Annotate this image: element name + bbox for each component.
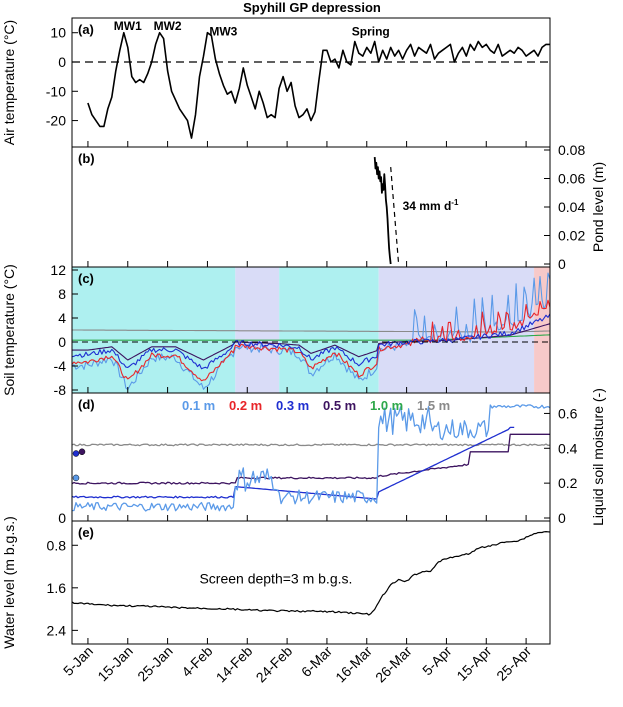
pond-level-line	[373, 157, 392, 265]
air-temperature-label: Air temperature (°C)	[1, 20, 17, 145]
panel-c-label: (c)	[78, 271, 94, 286]
x-tick-label: 15-Jan	[94, 643, 136, 685]
axes	[71, 17, 551, 645]
water-axis-tick-label: 2.4	[47, 622, 67, 638]
air-temp-axis-tick-label: -10	[46, 83, 66, 99]
shaded-period-1	[235, 267, 280, 393]
figure-title: Spyhill GP depression	[243, 0, 381, 15]
shaded-period-3	[378, 267, 535, 393]
pond-fit-line	[390, 167, 400, 265]
x-tick-label: 25-Apr	[493, 643, 534, 684]
annotation-mw1: MW1	[114, 19, 142, 33]
soil-temp-0-1-m	[71, 272, 551, 391]
soil-moisture-0-1-m	[71, 404, 551, 512]
moisture-axis-tick-label: 0.2	[558, 475, 578, 491]
soil-moisture-0-5-m	[71, 433, 550, 485]
legend-0-3-m: 0.3 m	[276, 398, 309, 413]
air-temp-axis-tick-label: -20	[46, 113, 66, 129]
pond-level-label: Pond level (m)	[590, 162, 606, 252]
pond-rate-annotation: 34 mm d-1	[403, 198, 459, 213]
air-temp-axis-tick-label: 10	[50, 25, 66, 41]
moisture-start-marker	[72, 450, 80, 457]
pond-axis-tick-label: 0	[558, 256, 566, 272]
screen-depth-annotation: Screen depth=3 m b.g.s.	[199, 571, 352, 587]
x-tick-label: 26-Mar	[372, 643, 415, 686]
soil-temp-axis-tick-label: 0	[58, 334, 66, 350]
water-axis-tick-label: 1.6	[47, 580, 67, 596]
moisture-left-zero: 0	[58, 510, 66, 526]
annotation-mw3: MW3	[209, 25, 237, 39]
pond-axis-tick-label: 0.06	[558, 171, 585, 187]
soil-moisture-1-5-m	[71, 443, 551, 447]
moisture-axis-tick-label: 0.6	[558, 405, 578, 421]
panel-e-label: (e)	[78, 525, 94, 540]
soil-temperature-label: Soil temperature (°C)	[1, 264, 17, 396]
legend-0-2-m: 0.2 m	[229, 398, 262, 413]
air-temp-axis-tick-label: 0	[58, 54, 66, 70]
water-level-line	[71, 531, 551, 616]
x-tick-label: 5-Jan	[60, 643, 96, 679]
air-temperature-line	[87, 31, 550, 139]
x-tick-label: 14-Feb	[213, 643, 256, 686]
annotation-mw2: MW2	[154, 19, 182, 33]
soil-moisture-0-3-m	[71, 426, 515, 500]
soil-temp-1-5-m	[72, 329, 550, 333]
soil-temp-axis-tick-label: -4	[54, 358, 67, 374]
soil-temp-axis-tick-label: 12	[50, 262, 66, 278]
water-axis-tick-label: 0.8	[47, 537, 67, 553]
annotation-spring: Spring	[352, 25, 390, 39]
panel-frame-4	[71, 520, 551, 645]
soil-temp-axis-tick-label: 4	[58, 310, 66, 326]
x-tick-label: 25-Jan	[134, 643, 176, 685]
panel-frame-1	[71, 146, 551, 268]
x-tick-label: 16-Mar	[332, 643, 375, 686]
data-series	[71, 31, 551, 616]
panel-d-label: (d)	[78, 397, 95, 412]
x-tick-label: 15-Apr	[453, 643, 494, 684]
soil-temp-axis-tick-label: -8	[54, 382, 67, 398]
moisture-axis-tick-label: 0.4	[558, 440, 578, 456]
moisture-start-marker	[72, 474, 80, 482]
pond-axis-tick-label: 0.02	[558, 228, 585, 244]
shaded-period-2	[279, 267, 379, 393]
x-tick-label: 5-Apr	[419, 643, 455, 679]
panel-frame-3	[71, 392, 551, 522]
soil-temp-0-3-m	[71, 313, 551, 370]
panel-b-label: (b)	[78, 151, 95, 166]
legend-1-5-m: 1.5 m	[417, 398, 450, 413]
legend-1-0-m: 1.0 m	[370, 398, 403, 413]
water-level-label: Water level (m b.g.s.)	[1, 516, 17, 649]
x-tick-label: 4-Feb	[178, 643, 215, 680]
x-tick-label: 24-Feb	[253, 643, 296, 686]
soil-moisture-label: Liquid soil moisture (-)	[590, 388, 606, 526]
moisture-start-marker	[78, 448, 86, 456]
x-tick-label: 6-Mar	[298, 643, 335, 680]
pond-axis-tick-label: 0.04	[558, 199, 585, 215]
pond-axis-tick-label: 0.08	[558, 142, 585, 158]
moisture-axis-tick-label: 0	[558, 510, 566, 526]
soil-temp-axis-tick-label: 8	[58, 286, 66, 302]
soil-temp-0-2-m	[71, 299, 551, 382]
legend-0-1-m: 0.1 m	[182, 398, 215, 413]
legend-0-5-m: 0.5 m	[323, 398, 356, 413]
panel-a-label: (a)	[78, 22, 94, 37]
